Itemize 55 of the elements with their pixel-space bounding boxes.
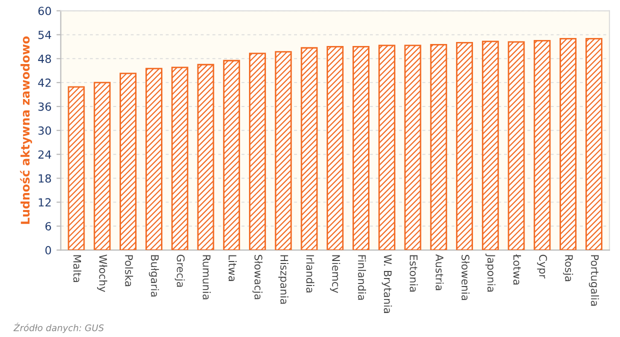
y-tick-label: 36 (38, 102, 52, 111)
x-tick-label: W. Brytania (382, 254, 392, 313)
y-tick-label: 12 (38, 198, 51, 206)
x-tick-label: Rosja (563, 255, 574, 282)
x-tick-label: Cypr (537, 254, 548, 279)
bar (456, 42, 473, 250)
bar (534, 40, 551, 250)
x-tick-label: Portugalia (588, 255, 599, 306)
bar (378, 44, 396, 250)
bar (120, 72, 137, 250)
bar (68, 86, 85, 250)
bar (197, 64, 214, 250)
x-tick-label: Łotwa (513, 254, 522, 284)
x-tick-label: Bułgaria (148, 255, 159, 297)
y-tick-label: 0 (45, 246, 51, 254)
x-tick-label: Grecja (174, 254, 185, 287)
y-tick-label: 42 (38, 78, 51, 87)
y-axis-title: Ludność aktywna zawodowo (20, 36, 32, 224)
y-tick-label: 6 (45, 222, 52, 231)
y-tick-label: 30 (38, 126, 51, 135)
x-tick-label: Malta (73, 255, 82, 282)
bar (94, 82, 111, 250)
bar (145, 68, 162, 250)
y-tick-label: 24 (38, 150, 52, 159)
bar (560, 38, 577, 250)
bar (249, 52, 266, 250)
x-tick-label: Polska (125, 255, 134, 286)
y-tick-label: 48 (38, 54, 51, 64)
bar (300, 47, 318, 250)
x-tick-label: Słowacja (252, 254, 263, 300)
x-tick-label: Litwa (228, 255, 237, 281)
x-tick-label: Hiszpania (278, 255, 288, 304)
y-tick-label: 18 (38, 174, 51, 183)
bar (171, 66, 188, 250)
bar (585, 38, 602, 250)
bar (508, 41, 525, 250)
y-tick-label: 54 (38, 30, 52, 40)
x-tick-label: Japonia (485, 254, 496, 292)
bar (430, 44, 448, 250)
x-tick-label: Rumunia (202, 255, 211, 300)
bar (352, 46, 370, 250)
x-tick-label: Irlandia (306, 255, 314, 292)
x-tick-label: Finlandia (358, 255, 366, 300)
y-tick-label: 60 (38, 6, 51, 16)
bar (223, 60, 240, 250)
bar (482, 40, 499, 250)
bar (274, 51, 292, 250)
text: Źródło danych: GUS (13, 322, 104, 333)
bar (326, 46, 344, 250)
bar (404, 44, 422, 250)
x-tick-label: Słowenia (462, 254, 470, 300)
x-tick-label: Estonia (410, 255, 418, 292)
x-tick-label: Niemcy (330, 255, 340, 294)
x-tick-label: Włochy (97, 254, 108, 292)
x-tick-label: Austria (436, 254, 444, 290)
